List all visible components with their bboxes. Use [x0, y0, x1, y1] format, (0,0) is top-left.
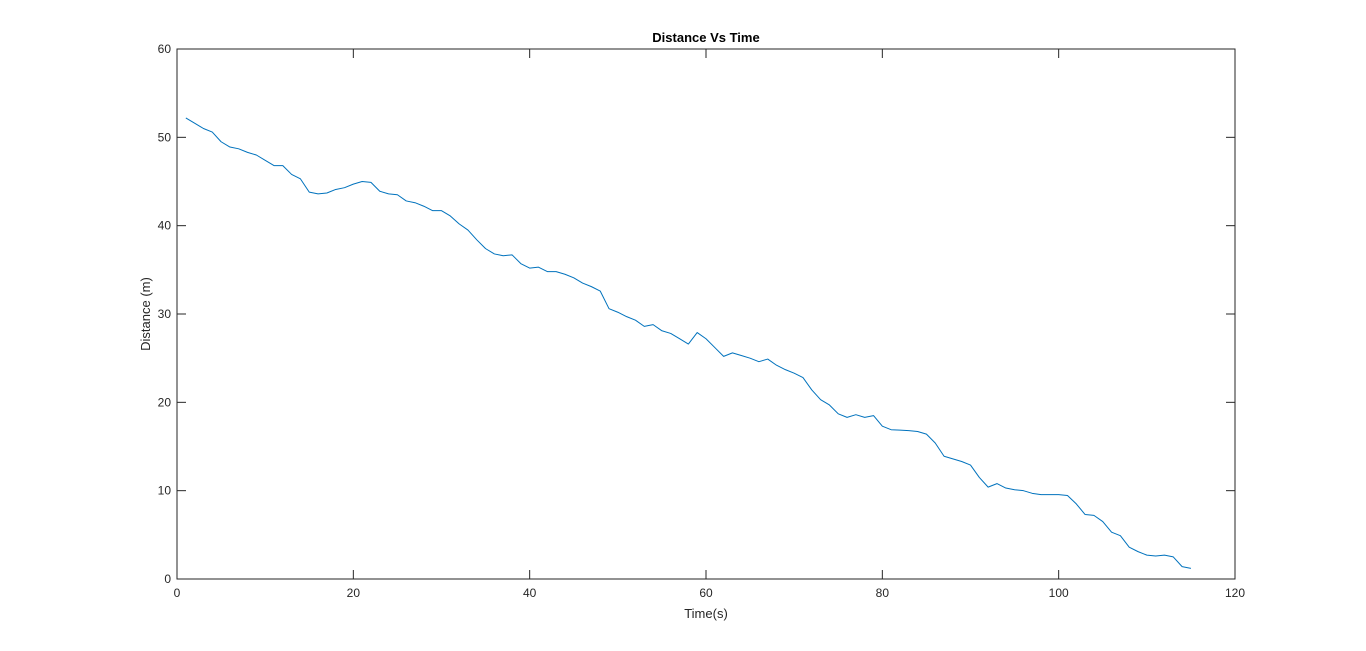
y-axis-ticks: 0 10 20 30 40 50 60	[158, 42, 1235, 586]
x-tick-label: 80	[876, 586, 890, 600]
x-tick-label: 120	[1225, 586, 1245, 600]
x-axis-ticks: 0 20 40 60 80 100 120	[174, 49, 1245, 600]
y-tick-label: 0	[164, 572, 171, 586]
x-tick-label: 60	[699, 586, 713, 600]
y-tick-label: 10	[158, 484, 172, 498]
plot-area-frame	[176, 48, 1236, 580]
x-tick-label: 0	[174, 586, 181, 600]
y-axis-label: Distance (m)	[138, 277, 153, 351]
y-tick-label: 60	[158, 42, 172, 56]
distance-series-line	[185, 117, 1192, 569]
x-tick-label: 40	[523, 586, 537, 600]
x-axis-label: Time(s)	[684, 606, 728, 621]
y-tick-label: 50	[158, 130, 172, 144]
y-tick-label: 40	[158, 219, 172, 233]
x-tick-label: 100	[1049, 586, 1069, 600]
y-tick-label: 30	[158, 307, 172, 321]
x-tick-label: 20	[347, 586, 361, 600]
chart-title: Distance Vs Time	[652, 30, 759, 45]
y-tick-label: 20	[158, 395, 172, 409]
